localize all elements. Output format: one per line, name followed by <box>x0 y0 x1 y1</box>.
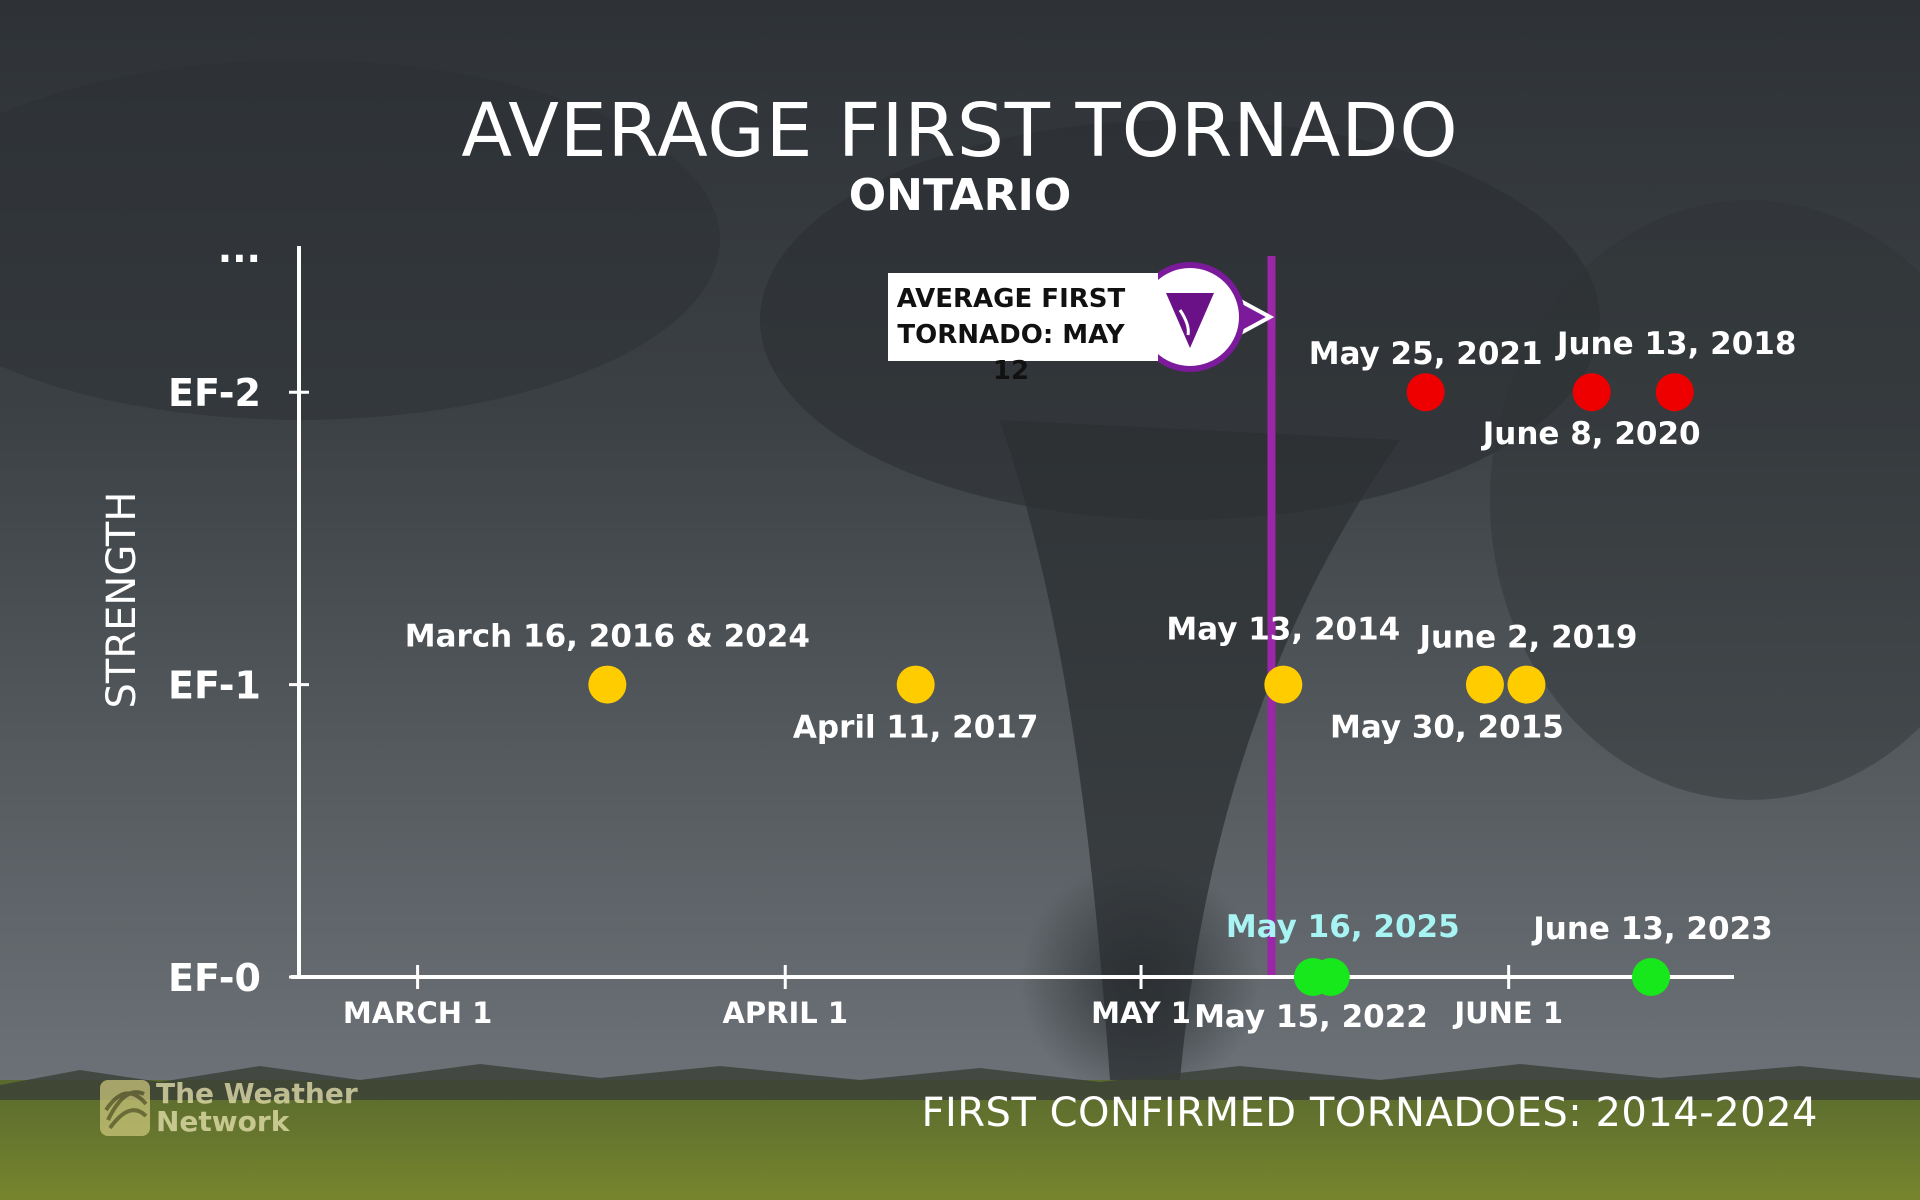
callout-line-2: TORNADO: MAY 12 <box>897 320 1125 386</box>
data-point <box>588 665 627 704</box>
data-point-label: April 11, 2017 <box>793 710 1039 746</box>
data-point-label: May 16, 2025 <box>1226 909 1460 945</box>
data-point <box>1507 665 1546 704</box>
x-tick-label: JUNE 1 <box>1452 996 1563 1030</box>
data-point-label: May 15, 2022 <box>1194 999 1428 1035</box>
data-point <box>1572 373 1611 412</box>
data-point-label: March 16, 2016 & 2024 <box>405 619 810 655</box>
globe-swirl-icon <box>100 1080 150 1136</box>
footer-note: FIRST CONFIRMED TORNADOES: 2014-2024 <box>921 1090 1818 1136</box>
callout-badge <box>1135 262 1275 372</box>
chart-subtitle: ONTARIO <box>848 170 1072 221</box>
logo-text: The Weather Network <box>156 1080 358 1136</box>
data-point <box>1655 373 1694 412</box>
data-point-label: June 8, 2020 <box>1481 416 1701 452</box>
data-point-label: May 13, 2014 <box>1166 612 1400 648</box>
x-tick-label: APRIL 1 <box>722 996 848 1030</box>
average-callout-box: AVERAGE FIRST TORNADO: MAY 12 <box>888 273 1158 386</box>
data-point <box>1406 373 1445 412</box>
data-point-label: June 13, 2023 <box>1531 911 1772 947</box>
data-point <box>1631 958 1670 996</box>
data-point-label: May 25, 2021 <box>1309 336 1543 372</box>
data-point-label: June 2, 2019 <box>1417 620 1637 656</box>
callout-line-1: AVERAGE FIRST <box>896 284 1126 314</box>
y-axis-label: STRENGTH <box>99 491 145 709</box>
weather-network-logo <box>100 1080 150 1136</box>
y-tick-label: EF-2 <box>168 371 261 415</box>
chart-title: AVERAGE FIRST TORNADO <box>461 88 1459 174</box>
data-point <box>1264 665 1303 704</box>
logo-line-1: The Weather <box>156 1077 358 1110</box>
x-tick-label: MAY 1 <box>1091 996 1191 1030</box>
data-point-label: May 30, 2015 <box>1330 710 1564 746</box>
y-tick-label: ... <box>218 227 261 271</box>
tornado-funnel-icon <box>1166 293 1214 348</box>
x-tick-label: MARCH 1 <box>343 996 492 1030</box>
logo-line-2: Network <box>156 1105 290 1138</box>
y-tick-label: EF-0 <box>168 956 261 1000</box>
y-tick-label: EF-1 <box>168 664 261 708</box>
data-point <box>1465 665 1504 704</box>
data-point <box>896 665 935 704</box>
data-point-label: June 13, 2018 <box>1555 326 1796 362</box>
data-point <box>1311 958 1350 996</box>
